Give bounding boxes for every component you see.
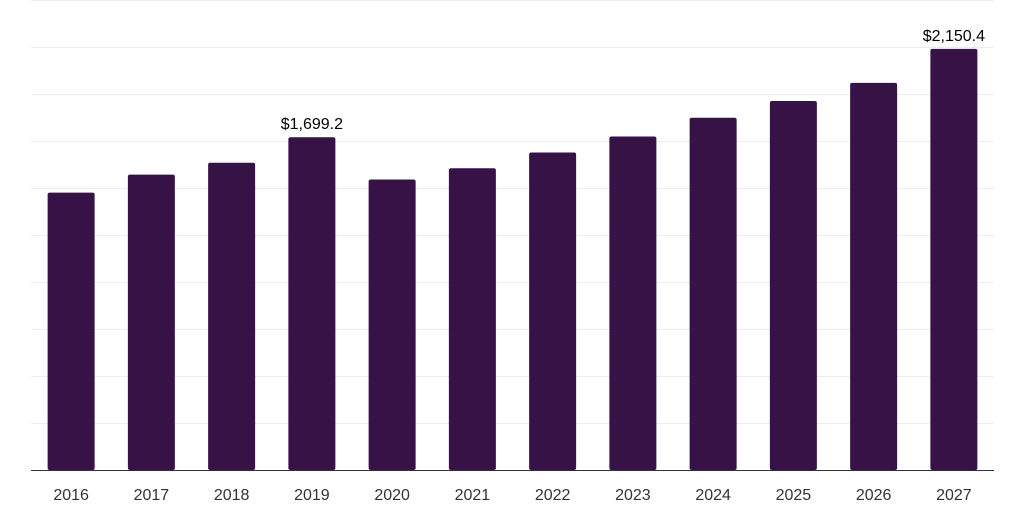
x-tick-label-2022: 2022	[535, 487, 571, 504]
x-tick-label-2021: 2021	[455, 487, 491, 504]
x-tick-label-2018: 2018	[214, 487, 250, 504]
bar-2019[interactable]	[288, 137, 336, 471]
data-label-2027: $2,150.4	[923, 28, 985, 45]
x-tick-label-2017: 2017	[134, 487, 170, 504]
data-label-2019: $1,699.2	[281, 116, 343, 133]
bar-2020[interactable]	[368, 179, 416, 470]
gridlines	[31, 0, 994, 424]
x-tick-label-2026: 2026	[856, 487, 892, 504]
bar-2018[interactable]	[208, 162, 256, 470]
bar-2021[interactable]	[448, 168, 496, 471]
bars	[47, 48, 978, 471]
x-tick-label-2027: 2027	[936, 487, 972, 504]
data-labels: $1,699.2 $2,150.4	[281, 28, 985, 133]
bar-2016[interactable]	[47, 192, 95, 470]
x-tick-label-2023: 2023	[615, 487, 651, 504]
x-tick-label-2024: 2024	[695, 487, 731, 504]
bar-2026[interactable]	[850, 82, 898, 470]
bar-2017[interactable]	[127, 174, 175, 470]
bar-2022[interactable]	[529, 152, 577, 470]
bar-2023[interactable]	[609, 136, 657, 470]
x-tick-label-2020: 2020	[374, 487, 410, 504]
x-axis-tick-labels: 2016 2017 2018 2019 2020 2021 2022 2023 2024 2025…	[53, 487, 971, 504]
x-tick-label-2019: 2019	[294, 487, 330, 504]
bar-2025[interactable]	[769, 100, 817, 471]
bar-2027[interactable]	[930, 48, 978, 470]
x-tick-label-2025: 2025	[776, 487, 812, 504]
x-tick-label-2016: 2016	[53, 487, 89, 504]
bar-2024[interactable]	[689, 117, 737, 470]
